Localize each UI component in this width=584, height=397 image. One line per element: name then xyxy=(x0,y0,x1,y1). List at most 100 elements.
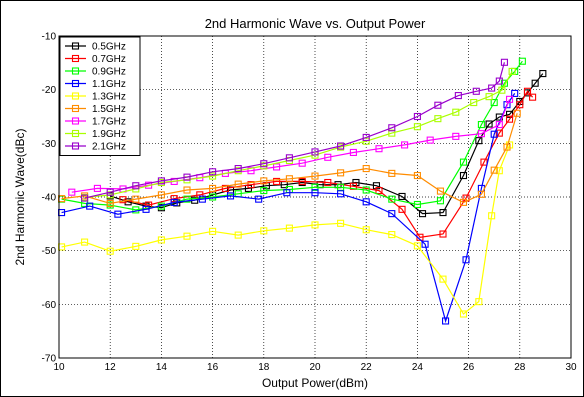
data-point xyxy=(398,205,406,213)
legend-label: 1.7GHz xyxy=(92,117,126,128)
legend-item: 0.9GHz xyxy=(65,67,126,78)
data-point xyxy=(170,195,178,203)
data-point xyxy=(413,112,421,121)
data-point xyxy=(157,177,165,185)
x-tick-label: 18 xyxy=(258,362,270,373)
data-point xyxy=(132,206,140,214)
data-point xyxy=(183,173,191,181)
legend-marker xyxy=(71,104,80,113)
data-point xyxy=(81,194,89,202)
data-point xyxy=(337,190,345,198)
data-point xyxy=(531,79,539,87)
data-point xyxy=(495,167,503,175)
data-point xyxy=(311,189,319,197)
data-point xyxy=(413,123,421,131)
x-tick-label: 22 xyxy=(361,362,373,373)
data-point xyxy=(490,166,498,174)
data-point xyxy=(349,148,357,157)
y-tick-label: -50 xyxy=(42,246,57,257)
legend-marker xyxy=(71,129,80,138)
legend-label: 1.1GHz xyxy=(92,79,126,90)
data-point xyxy=(285,154,293,162)
y-axis-label: 2nd Harmonic Wave(dBc) xyxy=(13,129,27,266)
data-point xyxy=(260,160,268,168)
data-point xyxy=(518,57,526,65)
data-point xyxy=(362,198,370,206)
data-point xyxy=(462,256,470,264)
data-point xyxy=(86,202,94,210)
legend-item: 1.1GHz xyxy=(65,79,126,90)
legend-marker xyxy=(71,54,80,63)
data-point xyxy=(472,87,480,95)
data-point xyxy=(142,205,150,213)
series-layer xyxy=(58,57,547,325)
data-point xyxy=(183,195,191,203)
data-point xyxy=(495,129,503,137)
x-tick-label: 20 xyxy=(309,362,321,373)
data-point xyxy=(401,141,409,149)
x-tick-label: 10 xyxy=(53,362,65,373)
data-point xyxy=(488,212,496,220)
y-tick-label: -20 xyxy=(42,85,57,96)
data-point xyxy=(485,120,493,128)
data-point xyxy=(170,198,178,206)
data-point xyxy=(459,198,468,206)
tick-labels: 10 12 14 16 18 20 22 24 26 28 30 -70 -60 -50 -40 -30 -20… xyxy=(42,32,577,374)
series-line xyxy=(84,71,513,199)
series-line xyxy=(61,144,511,315)
chart-title: 2nd Harmonic Wave vs. Output Power xyxy=(205,16,426,31)
data-point xyxy=(388,129,396,137)
data-point xyxy=(477,130,485,138)
series-1.3GHz xyxy=(58,141,514,318)
data-point xyxy=(132,182,140,190)
data-point xyxy=(485,93,493,101)
data-point xyxy=(508,67,516,75)
data-point xyxy=(198,195,206,203)
data-point xyxy=(413,200,421,209)
data-point xyxy=(273,163,281,171)
data-point xyxy=(337,142,345,150)
data-point xyxy=(459,158,468,166)
x-tick-label: 26 xyxy=(463,362,475,373)
data-point xyxy=(221,184,229,192)
data-point xyxy=(324,178,332,187)
legend-item: 1.7GHz xyxy=(65,117,126,128)
data-point xyxy=(209,227,217,235)
x-tick-label: 16 xyxy=(207,362,219,373)
legend-item: 1.5GHz xyxy=(65,104,126,115)
legend-label: 0.5GHz xyxy=(92,42,126,53)
series-0.7GHz xyxy=(119,87,537,241)
data-point xyxy=(470,98,478,107)
data-point xyxy=(273,177,281,185)
data-point xyxy=(503,143,511,151)
legend-label: 1.5GHz xyxy=(92,104,126,115)
data-point xyxy=(226,192,235,200)
data-point xyxy=(388,195,396,203)
data-point xyxy=(459,171,468,180)
data-point xyxy=(260,227,268,235)
legend-marker xyxy=(71,79,80,88)
data-point xyxy=(132,195,140,203)
data-point xyxy=(283,189,291,197)
data-point xyxy=(106,188,114,196)
data-point xyxy=(375,145,383,153)
legend-label: 0.7GHz xyxy=(92,54,126,65)
y-tick-label: -30 xyxy=(42,139,57,150)
data-point xyxy=(337,169,345,177)
legend-label: 0.9GHz xyxy=(92,67,126,78)
data-point xyxy=(529,93,537,101)
data-point xyxy=(426,136,434,144)
data-point xyxy=(375,187,383,195)
legend-marker xyxy=(71,142,80,150)
legend-marker xyxy=(71,117,80,125)
data-point xyxy=(157,191,165,199)
data-point xyxy=(247,181,255,189)
data-point xyxy=(454,92,462,100)
data-point xyxy=(157,236,165,244)
x-tick-label: 28 xyxy=(514,362,526,373)
data-point xyxy=(500,58,508,66)
series-1.1GHz xyxy=(58,89,519,325)
data-point xyxy=(511,89,519,97)
y-tick-label: -10 xyxy=(42,32,57,43)
